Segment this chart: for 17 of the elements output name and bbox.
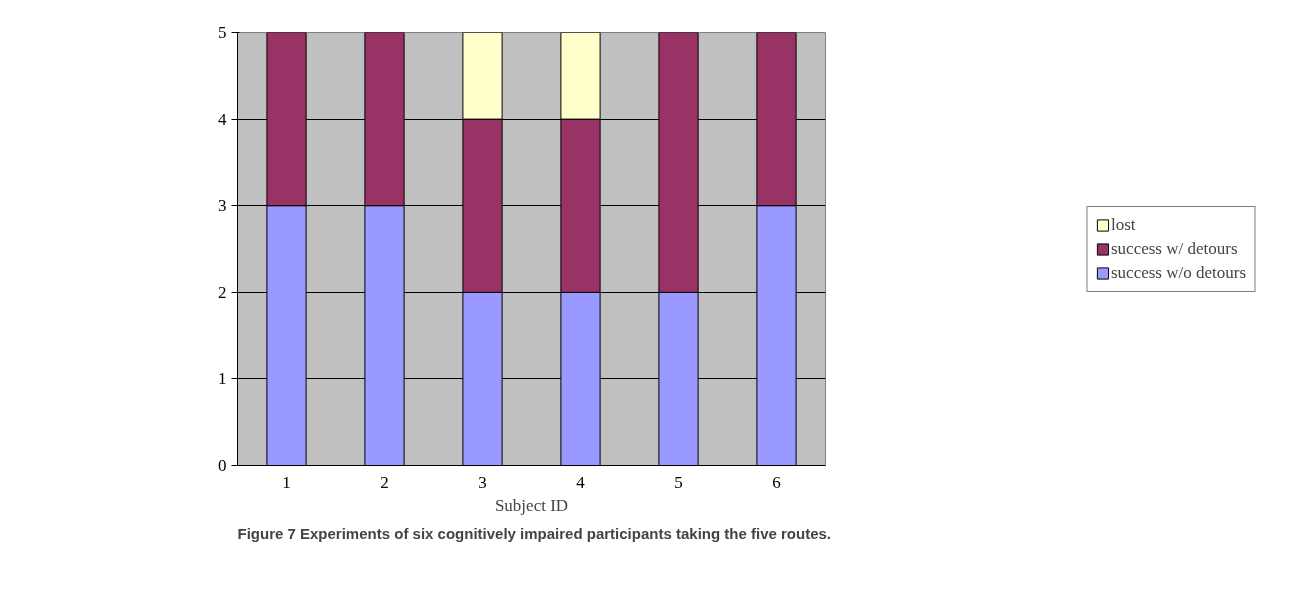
x-tick-label: 2 xyxy=(380,472,389,492)
y-tick-label: 3 xyxy=(218,196,227,216)
legend-label: lost xyxy=(1110,214,1136,235)
legend-label: success w/o detours xyxy=(1110,262,1247,283)
x-tick-label: 5 xyxy=(674,472,683,492)
x-tick-label: 3 xyxy=(478,472,487,492)
caption: Figure 7 Experiments of six cognitively impaired participants taking the five routes. xyxy=(237,524,831,542)
y-tick-label: 0 xyxy=(218,456,227,475)
y-tick-label: 1 xyxy=(218,369,227,389)
legend-label: success w/ detours xyxy=(1110,238,1238,259)
x-tick-label: 6 xyxy=(772,472,781,492)
y-tick-label: 5 xyxy=(218,23,227,42)
x-tick-label: 4 xyxy=(576,472,586,492)
y-tick-label: 2 xyxy=(218,282,227,302)
x-axis-title: Subject ID xyxy=(494,495,569,515)
x-tick-label: 1 xyxy=(282,472,291,492)
y-tick-label: 4 xyxy=(218,109,227,129)
